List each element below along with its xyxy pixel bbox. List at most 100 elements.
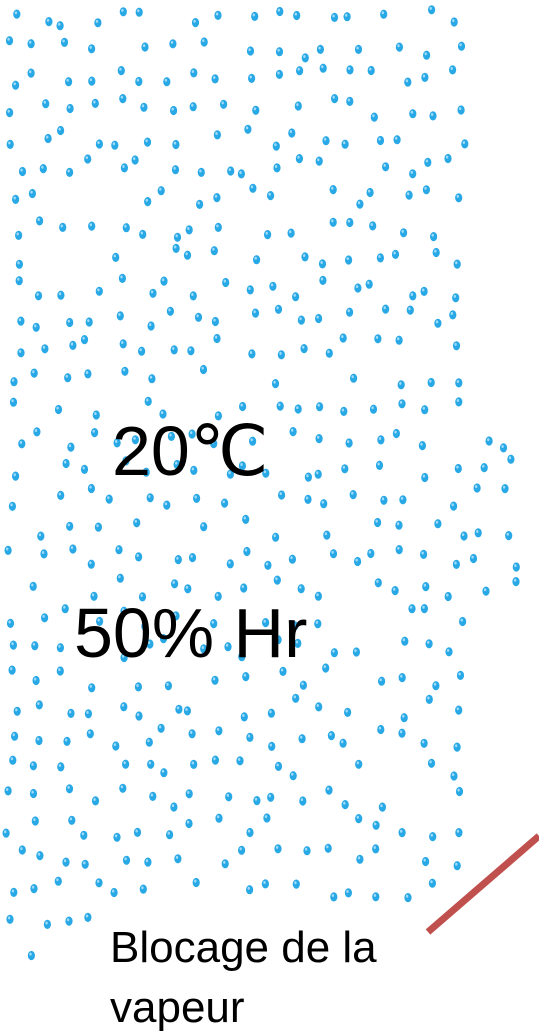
vapor-droplet [369,221,377,231]
vapor-droplet [505,531,513,541]
vapor-droplet [400,713,408,723]
vapor-droplet [10,377,18,387]
vapor-droplet [143,137,152,147]
vapor-droplet [375,460,384,470]
vapor-droplet [185,818,193,829]
vapor-droplet [119,783,127,793]
vapor-droplet [329,217,337,227]
vapor-droplet [409,169,417,179]
vapor-droplet [210,439,218,449]
vapor-droplet [215,813,223,823]
vapor-droplet [44,133,52,144]
vapor-droplet [144,396,152,406]
vapor-droplet [112,252,120,262]
vapor-droplet [459,616,467,627]
vapor-droplet [380,9,388,19]
vapor-droplet [248,349,256,359]
vapor-droplet [455,828,463,838]
vapor-droplet [304,472,312,482]
vapor-droplet [27,39,35,49]
vapor-droplet [341,800,349,810]
vapor-droplet [404,77,412,87]
vapor-droplet [183,250,192,260]
vapor-droplet [378,676,386,686]
vapor-droplet [139,229,147,239]
vapor-droplet [31,816,39,826]
vapor-droplet [325,348,333,358]
vapor-droplet [242,672,250,682]
vapor-droplet [392,428,400,439]
vapor-droplet [183,706,191,716]
vapor-droplet [6,914,14,924]
vapor-droplet [29,581,37,592]
vapor-droplet [88,76,96,86]
vapor-droplet [344,888,352,898]
vapor-droplet [398,673,406,683]
vapor-droplet [220,99,228,109]
vapor-droplet [276,401,284,411]
vapor-droplet [240,712,248,722]
vapor-droplet [273,575,281,585]
vapor-droplet [15,259,23,269]
vapor-droplet [453,742,461,752]
vapor-droplet [346,96,354,106]
vapor-droplet [295,154,303,164]
vapor-droplet [140,102,148,112]
vapor-droplet [120,653,128,663]
vapor-droplet [142,467,150,477]
vapor-droplet [427,377,435,388]
vapor-droplet [352,647,360,657]
vapor-droplet [56,666,64,676]
vapor-droplet [117,66,125,76]
vapor-droplet [94,18,102,28]
vapor-droplet [354,283,362,293]
vapor-droplet [406,305,414,315]
vapor-droplet [6,618,15,629]
vapor-droplet [62,458,70,469]
vapor-droplet [243,546,251,557]
vapor-droplet [404,893,412,903]
vapor-droplet [36,216,44,226]
vapor-droplet [267,191,275,201]
vapor-droplet [380,495,388,505]
vapor-droplet [423,50,431,60]
vapor-droplet [372,844,380,854]
vapor-droplet [246,885,254,895]
vapor-droplet [18,845,26,855]
vapor-droplet [344,707,352,718]
vapor-droplet [398,828,406,838]
vapor-droplet [105,494,113,504]
vapor-droplet [272,532,280,542]
vapor-droplet [141,42,149,52]
vapor-droplet [399,495,407,505]
vapor-droplet [401,636,409,646]
vapor-droplet [80,335,89,345]
vapor-droplet [141,621,149,631]
vapor-droplet [372,892,380,902]
vapor-droplet [171,579,179,589]
vapor-droplet [473,483,481,493]
vapor-droplet [86,729,94,739]
vapor-droplet [226,559,234,569]
vapor-droplet [146,493,154,503]
vapor-droplet [11,731,19,741]
vapor-droplet [429,111,437,121]
vapor-droplet [507,454,515,464]
vapor-droplet [224,642,232,652]
humidity-label: 50% Hr [74,594,308,672]
vapor-droplet [367,65,375,76]
vapor-droplet [131,435,139,445]
vapor-droplet [294,404,302,414]
vapor-droplet [68,815,76,825]
vapor-droplet [36,851,44,861]
vapor-droplet [330,892,338,902]
vapor-droplet [188,729,196,739]
vapor-droplet [62,857,70,867]
vapor-droplet [356,854,364,864]
vapor-droplet [194,312,203,322]
vapor-droplet [60,37,69,48]
vapor-droplet [445,647,453,657]
vapor-droplet [13,706,21,716]
vapor-droplet [289,427,297,437]
vapor-droplet [119,7,127,17]
